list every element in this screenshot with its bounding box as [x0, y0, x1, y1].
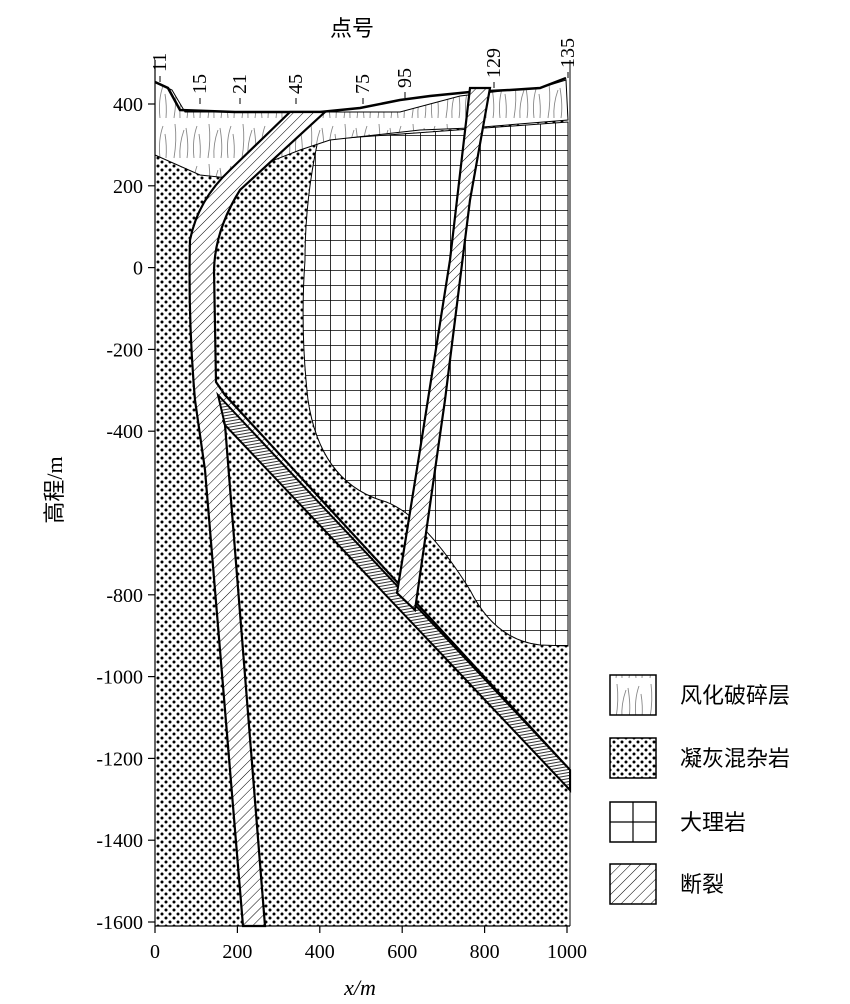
legend-item-marble: 大理岩 [609, 801, 746, 843]
point-number-label: 45 [285, 74, 307, 94]
x-tick-label: 1000 [547, 941, 587, 963]
y-tick-label: -200 [106, 339, 143, 361]
legend: 风化破碎层 凝灰混杂岩 大理岩 断裂 [609, 674, 790, 905]
x-tick-label: 600 [387, 941, 417, 963]
point-number-label: 135 [557, 38, 579, 68]
top-label: 点号 [330, 16, 374, 41]
point-number-label: 15 [189, 74, 211, 94]
legend-item-tuff: 凝灰混杂岩 [609, 737, 790, 779]
point-number-label: 21 [229, 74, 251, 94]
legend-label-marble: 大理岩 [680, 810, 746, 835]
y-tick-label: -1000 [96, 667, 143, 689]
point-number-label: 75 [352, 74, 374, 94]
y-axis-title: 高程/m [42, 456, 67, 523]
legend-label-fault: 断裂 [680, 872, 724, 897]
x-tick-label: 400 [305, 941, 335, 963]
x-tick-label: 200 [222, 941, 252, 963]
point-number-label: 11 [149, 53, 171, 72]
legend-swatch-fault [609, 863, 657, 905]
legend-label-weathered: 风化破碎层 [680, 683, 790, 708]
x-tick-label: 0 [150, 941, 160, 963]
axes [154, 60, 571, 927]
y-tick-label: -1400 [96, 830, 143, 852]
y-axis-ticks [148, 103, 155, 923]
legend-label-tuff: 凝灰混杂岩 [680, 746, 790, 771]
x-axis-title: x/m [343, 975, 376, 1000]
y-axis-tick-labels: 400 200 0 -200 -400 -800 -1000 -1200 -1400 -1600 [96, 94, 143, 934]
x-axis-ticks [154, 926, 568, 933]
legend-swatch-tuff [609, 737, 657, 779]
point-number-labels: 11 15 21 45 75 95 129 135 [149, 38, 579, 104]
y-tick-label: 0 [133, 258, 143, 280]
y-tick-label: 400 [113, 94, 143, 116]
y-tick-label: -1600 [96, 912, 143, 934]
y-tick-label: -400 [106, 421, 143, 443]
x-axis-tick-labels: 0 200 400 600 800 1000 [150, 941, 587, 963]
x-tick-label: 800 [470, 941, 500, 963]
legend-item-weathered: 风化破碎层 [609, 674, 790, 716]
point-number-label: 129 [483, 48, 505, 78]
legend-item-fault: 断裂 [609, 863, 724, 905]
y-tick-label: 200 [113, 176, 143, 198]
y-tick-label: -1200 [96, 748, 143, 770]
legend-swatch-weathered [609, 674, 657, 716]
y-tick-label: -800 [106, 585, 143, 607]
point-number-label: 95 [394, 68, 416, 88]
